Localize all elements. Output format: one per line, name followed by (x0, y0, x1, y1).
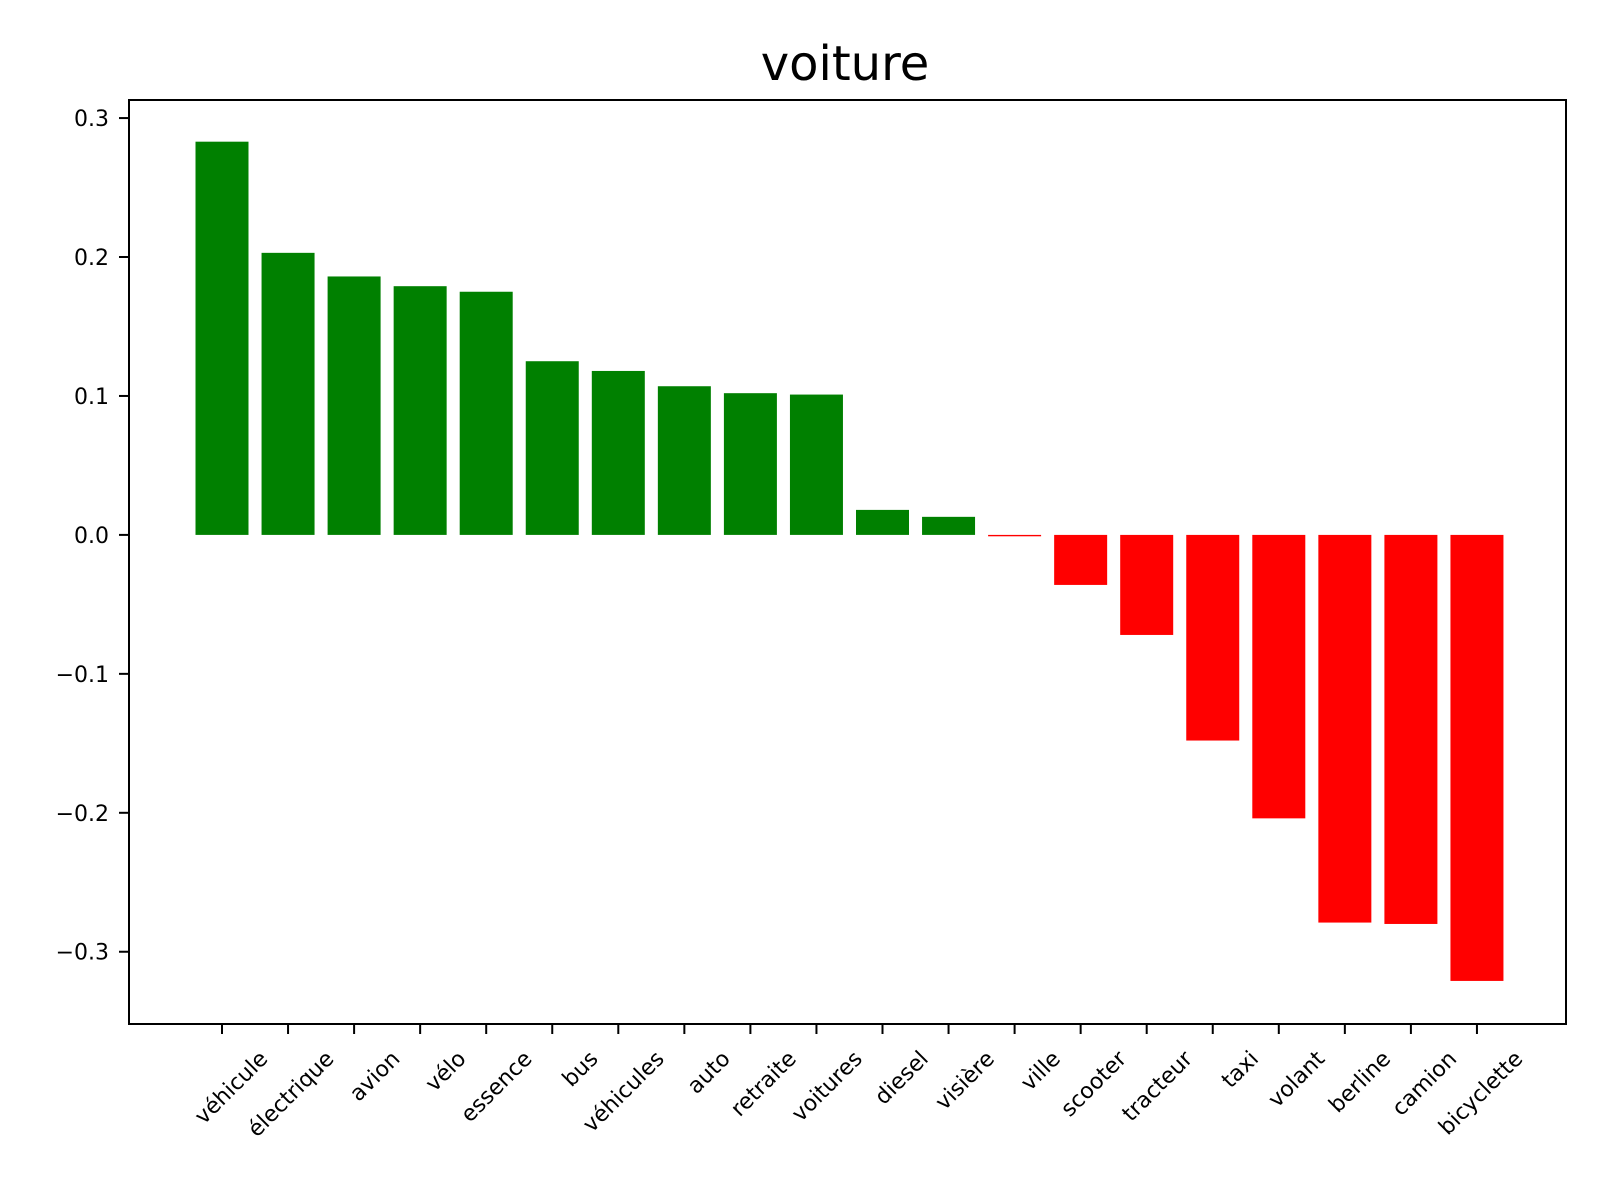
x-tick-label: bus (558, 1047, 604, 1093)
x-tick-label: visière (931, 1047, 1000, 1116)
x-tick-label: berline (1324, 1047, 1396, 1119)
x-tick-label: vélo (421, 1047, 471, 1097)
bar-berline (1318, 534, 1372, 923)
x-tick-label: essence (456, 1047, 537, 1128)
y-tick-label: 0.1 (74, 385, 109, 410)
bar-diesel (856, 509, 909, 535)
bar-visière (922, 516, 976, 535)
x-tick-label: auto (683, 1047, 736, 1100)
x-tick-label: tracteur (1118, 1046, 1199, 1127)
bar-essence (459, 291, 513, 535)
bar-retraite (723, 393, 777, 535)
bar-auto (657, 386, 711, 535)
y-axis: 0.3 0.2 0.1 0.0 −0.1 −0.2 −0.3 (56, 107, 129, 966)
y-tick-label: −0.1 (56, 663, 109, 688)
bar-tracteur (1120, 534, 1174, 635)
bar-véhicules (591, 370, 645, 535)
bar-avion (327, 276, 381, 535)
bar-bicyclette (1450, 534, 1504, 981)
y-tick-label: 0.2 (74, 246, 109, 271)
y-tick-label: −0.2 (56, 802, 109, 827)
bar-vélo (393, 286, 447, 535)
x-tick-label: voitures (787, 1047, 867, 1127)
bar-ville (988, 534, 1042, 537)
x-tick-label: ville (1016, 1047, 1065, 1096)
bar-véhicule (195, 141, 249, 535)
bar-électrique (261, 252, 315, 535)
bar-taxi (1186, 534, 1240, 741)
y-tick-label: −0.3 (56, 941, 109, 966)
y-tick-label: 0.0 (74, 524, 109, 549)
bar-scooter (1054, 534, 1108, 585)
plot-frame (128, 99, 1567, 1025)
x-tick-label: diesel (870, 1047, 933, 1110)
x-tick-label: avion (345, 1047, 405, 1107)
bar-camion (1384, 534, 1438, 924)
x-tick-label: volant (1264, 1046, 1330, 1112)
y-tick-label: 0.3 (74, 107, 109, 132)
bars-group (195, 141, 1504, 981)
x-tick-label: taxi (1217, 1047, 1264, 1094)
bar-volant (1252, 534, 1306, 819)
chart-title: voiture (761, 36, 930, 92)
bar-bus (525, 361, 579, 535)
bar-voitures (789, 394, 843, 535)
